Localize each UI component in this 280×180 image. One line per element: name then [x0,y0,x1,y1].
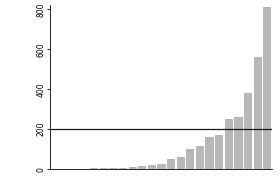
Bar [138,166,145,169]
Bar [206,137,213,169]
Bar [90,168,97,169]
Bar [148,165,155,169]
Bar [167,159,174,169]
Bar [129,167,136,169]
Bar [177,157,184,169]
Bar [186,149,193,169]
Bar [109,168,116,169]
Bar [225,119,232,169]
Bar [196,146,203,169]
Bar [119,168,126,169]
Bar [234,117,242,169]
Bar [100,168,107,169]
Bar [244,93,251,169]
Bar [215,135,222,169]
Bar [263,7,270,169]
Bar [254,57,261,169]
Bar [157,164,165,169]
